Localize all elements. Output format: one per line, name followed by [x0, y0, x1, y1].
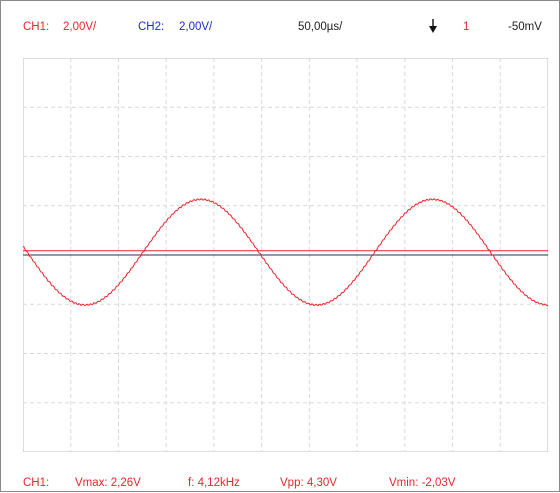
measure-channel: CH1: [23, 477, 50, 489]
ch1-waveform-trace [23, 198, 548, 307]
vmin-readout: Vmin: -2,03V [389, 477, 456, 489]
ch2-scale[interactable]: 2,00V/ [179, 21, 213, 33]
measurement-bar: CH1: Vmax: 2,26V f: 4,12kHz Vpp: 4,30V V… [1, 473, 559, 493]
vpp-readout: Vpp: 4,30V [280, 477, 337, 489]
ch1-scale[interactable]: 2,00V/ [63, 21, 97, 33]
scope-display[interactable] [23, 58, 548, 452]
ch2-label: CH2: [138, 21, 165, 33]
falling-edge-arrow-icon[interactable] [428, 19, 438, 38]
frequency-readout: f: 4,12kHz [188, 477, 240, 489]
settings-bar: CH1: 2,00V/ CH2: 2,00V/ 50,00µs/ 1 -50mV [1, 17, 559, 37]
vmax-readout: Vmax: 2,26V [75, 477, 141, 489]
ch1-label: CH1: [23, 21, 50, 33]
trigger-channel[interactable]: 1 [463, 21, 470, 33]
trigger-level[interactable]: -50mV [508, 21, 542, 33]
timebase-value[interactable]: 50,00µs/ [298, 21, 343, 33]
